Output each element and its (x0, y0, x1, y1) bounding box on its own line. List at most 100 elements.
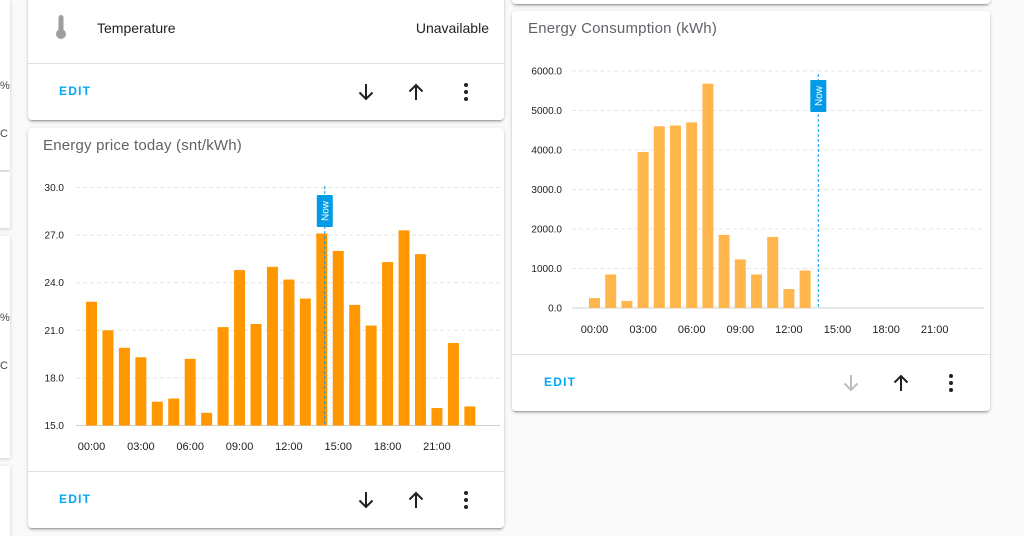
more-vertical-icon[interactable] (454, 488, 478, 512)
edit-button[interactable]: EDIT (544, 375, 577, 389)
left-card-top (0, 0, 10, 170)
card-title: Energy price today (snt/kWh) (43, 137, 243, 154)
left-card-bottom (0, 466, 10, 536)
arrow-up-icon[interactable] (889, 371, 913, 395)
x-tick-label: 00:00 (581, 324, 609, 336)
bar (799, 270, 811, 308)
energy-price-card-actions: EDIT (28, 471, 504, 528)
energy-price-card: Energy price today (snt/kWh) 30.0 27.0 24.… (28, 128, 504, 528)
bar (332, 250, 344, 426)
bar (415, 254, 426, 426)
bar (670, 125, 681, 308)
thermometer-icon (54, 14, 68, 40)
x-tick-label: 00:00 (78, 441, 106, 453)
card-title: Energy Consumption (kWh) (528, 20, 718, 37)
energy-price-chart: 30.0 27.0 24.0 21.0 18.0 15.0 00:00 03:00 06:00 0… (28, 128, 504, 468)
bar (349, 304, 361, 426)
bar (299, 298, 311, 426)
y-tick-label: 18.0 (45, 373, 65, 384)
strip-celsius-1: C (0, 128, 8, 140)
strip-celsius-2: C (0, 360, 8, 372)
bar (382, 262, 394, 426)
arrow-down-icon (839, 371, 863, 395)
x-tick-label: 12:00 (775, 324, 803, 336)
temperature-card-actions: EDIT (28, 63, 504, 120)
y-tick-label: 24.0 (45, 278, 65, 289)
bar (283, 279, 295, 426)
x-tick-label: 15:00 (324, 441, 352, 453)
y-tick-label: 4000.0 (531, 146, 562, 157)
arrow-down-icon[interactable] (354, 488, 378, 512)
bar (316, 233, 328, 426)
more-vertical-icon[interactable] (939, 371, 963, 395)
bar (447, 342, 459, 426)
bar (168, 398, 180, 426)
arrow-up-icon[interactable] (404, 80, 428, 104)
bar (135, 357, 147, 426)
bar (686, 122, 698, 308)
x-tick-label: 03:00 (629, 324, 657, 336)
bar (201, 412, 213, 426)
y-tick-label: 0.0 (548, 304, 562, 315)
bar (86, 301, 97, 426)
bar (431, 408, 443, 426)
bar (653, 126, 665, 308)
y-tick-label: 6000.0 (531, 67, 562, 78)
arrow-down-icon[interactable] (354, 80, 378, 104)
x-tick-label: 21:00 (423, 441, 451, 453)
strip-percent-1: % (0, 80, 10, 92)
x-tick-label: 21:00 (921, 324, 949, 336)
y-tick-label: 3000.0 (531, 185, 562, 196)
energy-consumption-chart-svg: 6000.0 5000.0 4000.0 3000.0 2000.0 1000.0 0.0 0… (531, 67, 984, 336)
x-tick-label: 18:00 (872, 324, 900, 336)
bar (250, 323, 262, 426)
x-tick-label: 12:00 (275, 441, 303, 453)
now-label: Now (320, 200, 331, 221)
y-tick-label: 5000.0 (531, 106, 562, 117)
bar (184, 358, 196, 426)
bar (464, 406, 476, 426)
bar (217, 327, 229, 426)
y-tick-label: 15.0 (45, 421, 65, 432)
bar (621, 300, 633, 308)
x-tick-label: 09:00 (226, 441, 254, 453)
edit-button[interactable]: EDIT (59, 492, 92, 506)
temperature-value: Unavailable (415, 20, 489, 36)
x-tick-label: 15:00 (824, 324, 852, 336)
energy-consumption-card-actions: EDIT (512, 354, 990, 411)
bar (589, 298, 600, 308)
y-tick-label: 21.0 (45, 326, 65, 337)
y-tick-label: 2000.0 (531, 225, 562, 236)
more-vertical-icon[interactable] (454, 80, 478, 104)
energy-price-chart-svg: 30.0 27.0 24.0 21.0 18.0 15.0 00:00 03:00 06:00 0… (45, 183, 500, 453)
y-tick-label: 1000.0 (531, 264, 562, 275)
right-top-card (512, 0, 990, 4)
bar (783, 289, 795, 308)
temperature-label: Temperature (97, 20, 176, 36)
x-tick-label: 06:00 (678, 324, 706, 336)
bar (734, 259, 746, 308)
energy-consumption-chart: 6000.0 5000.0 4000.0 3000.0 2000.0 1000.0 0.0 0… (512, 11, 990, 355)
now-badge (316, 195, 333, 227)
left-card-lower (0, 236, 10, 458)
bar (151, 401, 163, 426)
now-label: Now (814, 85, 825, 106)
left-card-middle (0, 172, 10, 228)
x-tick-label: 18:00 (374, 441, 402, 453)
y-tick-label: 30.0 (45, 183, 65, 194)
y-tick-label: 27.0 (45, 231, 65, 242)
now-badge (810, 80, 827, 112)
edit-button[interactable]: EDIT (59, 84, 92, 98)
bar (702, 83, 714, 308)
arrow-up-icon[interactable] (404, 488, 428, 512)
x-tick-label: 03:00 (127, 441, 155, 453)
bar (398, 230, 410, 426)
energy-consumption-card: Energy Consumption (kWh) 6000.0 5000.0 400… (512, 11, 990, 411)
x-tick-label: 09:00 (727, 324, 755, 336)
bar (118, 347, 130, 426)
bar (102, 330, 114, 426)
bar (637, 151, 649, 308)
bar (767, 236, 779, 308)
bar (605, 274, 617, 308)
bar (266, 266, 278, 426)
